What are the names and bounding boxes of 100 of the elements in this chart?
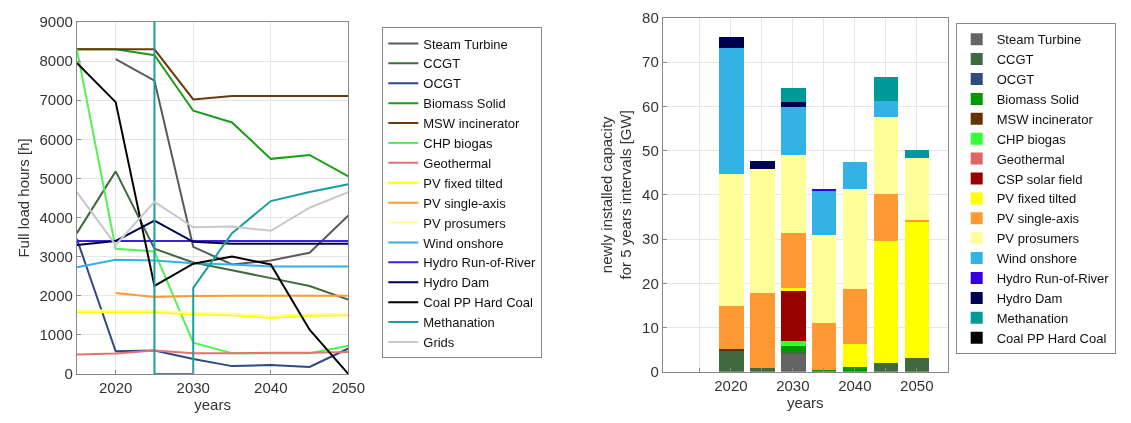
- legend-label: Hydro Dam: [423, 275, 490, 291]
- legend-label: MSW incinerator: [996, 111, 1094, 127]
- y-tick-label: 1000: [39, 326, 73, 344]
- legend-label: PV fixed tilted: [996, 191, 1077, 207]
- x-axis-title: years: [786, 393, 824, 411]
- bar: [718, 348, 744, 351]
- legend-label: PV single-axis: [996, 211, 1080, 227]
- line-series: [76, 170, 349, 301]
- bar: [749, 168, 775, 293]
- bar: [873, 116, 898, 194]
- bar: [811, 234, 836, 323]
- bar: [780, 351, 806, 354]
- bar: [811, 322, 836, 370]
- x-tick-label: 2050: [900, 376, 934, 394]
- x-tick-label: 2040: [838, 376, 872, 394]
- x-tick-label: 2050: [331, 378, 366, 396]
- bar: [842, 343, 867, 367]
- x-tick-label: 2040: [254, 378, 288, 396]
- legend-label: CCGT: [423, 56, 461, 72]
- bar: [780, 290, 806, 341]
- bar: [718, 36, 744, 48]
- y-axis-title: newly installed capacity for 5 years intervals [GW]: [597, 110, 635, 280]
- bar: [873, 240, 898, 363]
- y-tick-label: 0: [650, 363, 659, 381]
- legend-label: PV fixed tilted: [423, 175, 503, 191]
- legend-label: PV prosumers: [423, 215, 507, 231]
- legend-label: Hydro Run-of-River: [996, 271, 1110, 287]
- y-tick-label: 30: [642, 230, 659, 248]
- legend-label: Coal PP Hard Coal: [996, 330, 1107, 346]
- bar: [718, 305, 744, 349]
- legend-label: Grids: [423, 335, 455, 351]
- legend-label: CCGT: [996, 52, 1034, 68]
- legend-label: Steam Turbine: [423, 36, 508, 52]
- y-tick-label: 4000: [39, 208, 73, 226]
- y-tick-label: 70: [642, 53, 659, 71]
- line-series: [114, 58, 349, 266]
- y-tick-label: 6000: [39, 130, 73, 148]
- legend-label: CHP biogas: [996, 131, 1067, 147]
- bar: [780, 232, 806, 288]
- x-tick-label: 2020: [714, 376, 748, 394]
- legend-label: OCGT: [423, 76, 461, 92]
- bar: [873, 193, 898, 241]
- y-tick-label: 8000: [39, 52, 73, 70]
- legend-label: Methanation: [996, 310, 1069, 326]
- bar: [842, 188, 867, 289]
- bar: [780, 340, 806, 346]
- bar: [780, 287, 806, 291]
- bar: [780, 106, 806, 155]
- legend-label: OCGT: [996, 72, 1035, 88]
- legend-label: MSW incinerator: [423, 116, 521, 132]
- legend-label: CHP biogas: [423, 136, 493, 152]
- legend-label: Steam Turbine: [996, 32, 1082, 48]
- legend-label: Wind onshore: [996, 251, 1077, 267]
- legend-label: Biomass Solid: [996, 91, 1080, 107]
- y-tick-label: 0: [64, 365, 73, 383]
- legend-label: Methanation: [423, 315, 495, 331]
- y-tick-label: 20: [642, 274, 659, 292]
- x-axis-title: years: [194, 395, 231, 413]
- y-tick-label: 2000: [39, 286, 73, 304]
- legend-label: Geothermal: [996, 151, 1065, 167]
- x-tick-label: 2030: [176, 378, 210, 396]
- line-series: [76, 258, 349, 269]
- line-series: [153, 22, 349, 374]
- y-tick-label: 80: [642, 9, 659, 27]
- y-tick-label: 10: [642, 318, 659, 336]
- bar: [749, 292, 775, 368]
- y-tick-label: 40: [642, 186, 659, 204]
- bar: [718, 47, 744, 174]
- y-tick-label: 5000: [39, 169, 73, 187]
- bar: [904, 149, 929, 158]
- bar: [811, 190, 836, 235]
- legend-label: Wind onshore: [423, 235, 504, 251]
- bar: [780, 101, 806, 107]
- y-tick-label: 3000: [39, 247, 73, 265]
- x-tick-label: 2020: [99, 378, 133, 396]
- line-series: [76, 238, 349, 368]
- legend-label: Geothermal: [423, 155, 492, 171]
- legend-label: Hydro Dam: [996, 290, 1063, 306]
- bar: [904, 219, 929, 222]
- bar: [780, 353, 806, 372]
- y-tick-label: 50: [642, 141, 659, 159]
- bar: [873, 100, 898, 117]
- bar: [904, 221, 929, 358]
- y-tick-label: 9000: [39, 13, 73, 31]
- y-tick-label: 7000: [39, 91, 73, 109]
- legend-label: PV prosumers: [996, 231, 1080, 247]
- bar: [811, 188, 836, 191]
- bar: [873, 76, 898, 101]
- bar: [842, 288, 867, 344]
- y-axis-title: Full load hours [h]: [14, 138, 32, 258]
- bar: [904, 357, 929, 372]
- bar: [842, 161, 867, 189]
- bar: [780, 87, 806, 102]
- bar: [904, 157, 929, 220]
- bar: [780, 345, 806, 352]
- y-tick-label: 60: [642, 97, 659, 115]
- legend-label: Biomass Solid: [423, 96, 506, 112]
- x-tick-label: 2030: [776, 376, 810, 394]
- legend-label: CSP solar field: [996, 171, 1083, 187]
- bar: [718, 350, 744, 372]
